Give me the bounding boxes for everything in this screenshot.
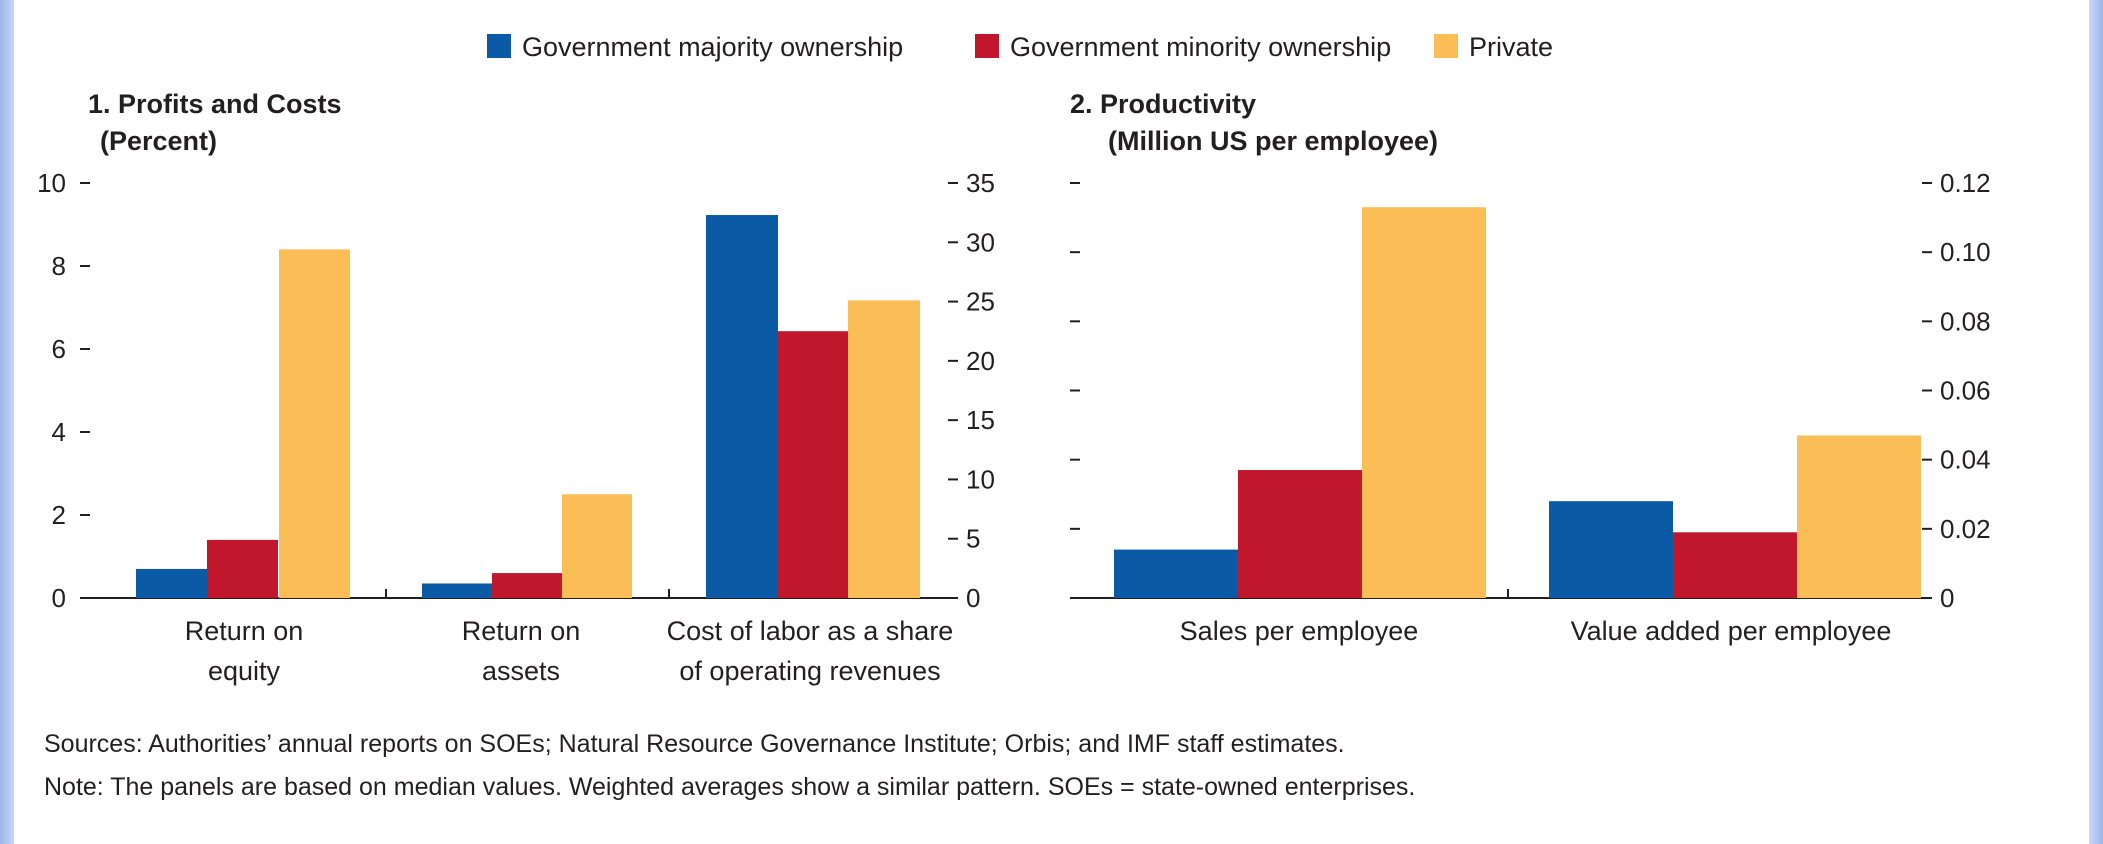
left-axis-tick-label: 2 — [52, 500, 66, 530]
left-axis-tick-label: 0 — [52, 583, 66, 613]
right-axis-tick-label: 0 — [1940, 583, 1954, 613]
legend-label-1: Government minority ownership — [1010, 32, 1391, 62]
panel1-subtitle: (Percent) — [100, 126, 217, 156]
left-axis-tick-label: 6 — [52, 334, 66, 364]
bar-private — [848, 300, 920, 598]
right-axis-tick-label: 0 — [966, 583, 980, 613]
category-label: Return on — [185, 616, 304, 646]
bar-gov-majority — [1549, 501, 1673, 598]
category-label: Return on — [462, 616, 581, 646]
left-axis-tick-label: 8 — [52, 251, 66, 281]
category-label: assets — [482, 656, 560, 686]
category-label: equity — [208, 656, 281, 686]
legend-swatch-0 — [487, 34, 511, 58]
sources-note: Sources: Authorities’ annual reports on … — [44, 730, 1345, 758]
right-axis-tick-label: 5 — [966, 524, 980, 554]
right-axis-tick-label: 15 — [966, 405, 995, 435]
category-label: Value added per employee — [1571, 616, 1892, 646]
right-axis-tick-label: 0.04 — [1940, 445, 1991, 475]
right-axis-tick-label: 0.12 — [1940, 168, 1991, 198]
bar-private — [562, 494, 632, 598]
bar-gov-majority — [1114, 549, 1238, 598]
bar-gov-minority — [1238, 470, 1362, 598]
bar-private — [1797, 435, 1921, 598]
bar-gov-majority — [136, 568, 207, 598]
right-axis-tick-label: 0.10 — [1940, 237, 1991, 267]
panel2-subtitle: (Million US per employee) — [1108, 126, 1438, 156]
legend-label-2: Private — [1469, 32, 1553, 62]
category-label: of operating revenues — [679, 656, 940, 686]
category-label: Sales per employee — [1180, 616, 1419, 646]
panel1-title: 1. Profits and Costs — [88, 89, 342, 119]
bar-gov-minority — [778, 331, 848, 598]
bar-gov-minority — [207, 539, 278, 598]
right-axis-tick-label: 35 — [966, 168, 995, 198]
legend-swatch-1 — [975, 34, 999, 58]
legend-label-0: Government majority ownership — [522, 32, 903, 62]
bar-gov-minority — [492, 573, 562, 598]
right-axis-tick-label: 0.02 — [1940, 514, 1991, 544]
bar-private — [279, 249, 350, 598]
bar-gov-minority — [1673, 532, 1797, 598]
right-axis-tick-label: 30 — [966, 227, 995, 257]
category-label: Cost of labor as a share — [667, 616, 954, 646]
right-axis-tick-label: 20 — [966, 346, 995, 376]
panel-profits-and-costs: 1. Profits and Costs (Percent) 0 2 4 6 8 10 0 5… — [37, 89, 995, 686]
footnote: Note: The panels are based on median val… — [44, 773, 1415, 801]
bar-gov-majority — [706, 215, 778, 598]
right-axis-tick-label: 10 — [966, 464, 995, 494]
right-axis-tick-label: 25 — [966, 287, 995, 317]
legend: Government majority ownership Government … — [487, 32, 1553, 62]
left-axis-tick-label: 4 — [52, 417, 66, 447]
legend-swatch-2 — [1434, 34, 1458, 58]
right-axis-tick-label: 0.06 — [1940, 376, 1991, 406]
panel-productivity: 2. Productivity (Million US per employee… — [1070, 89, 1991, 646]
bar-gov-majority — [422, 583, 492, 598]
right-axis-tick-label: 0.08 — [1940, 306, 1991, 336]
panel2-title: 2. Productivity — [1070, 89, 1256, 119]
bar-private — [1362, 207, 1486, 599]
left-axis-tick-label: 10 — [37, 168, 66, 198]
